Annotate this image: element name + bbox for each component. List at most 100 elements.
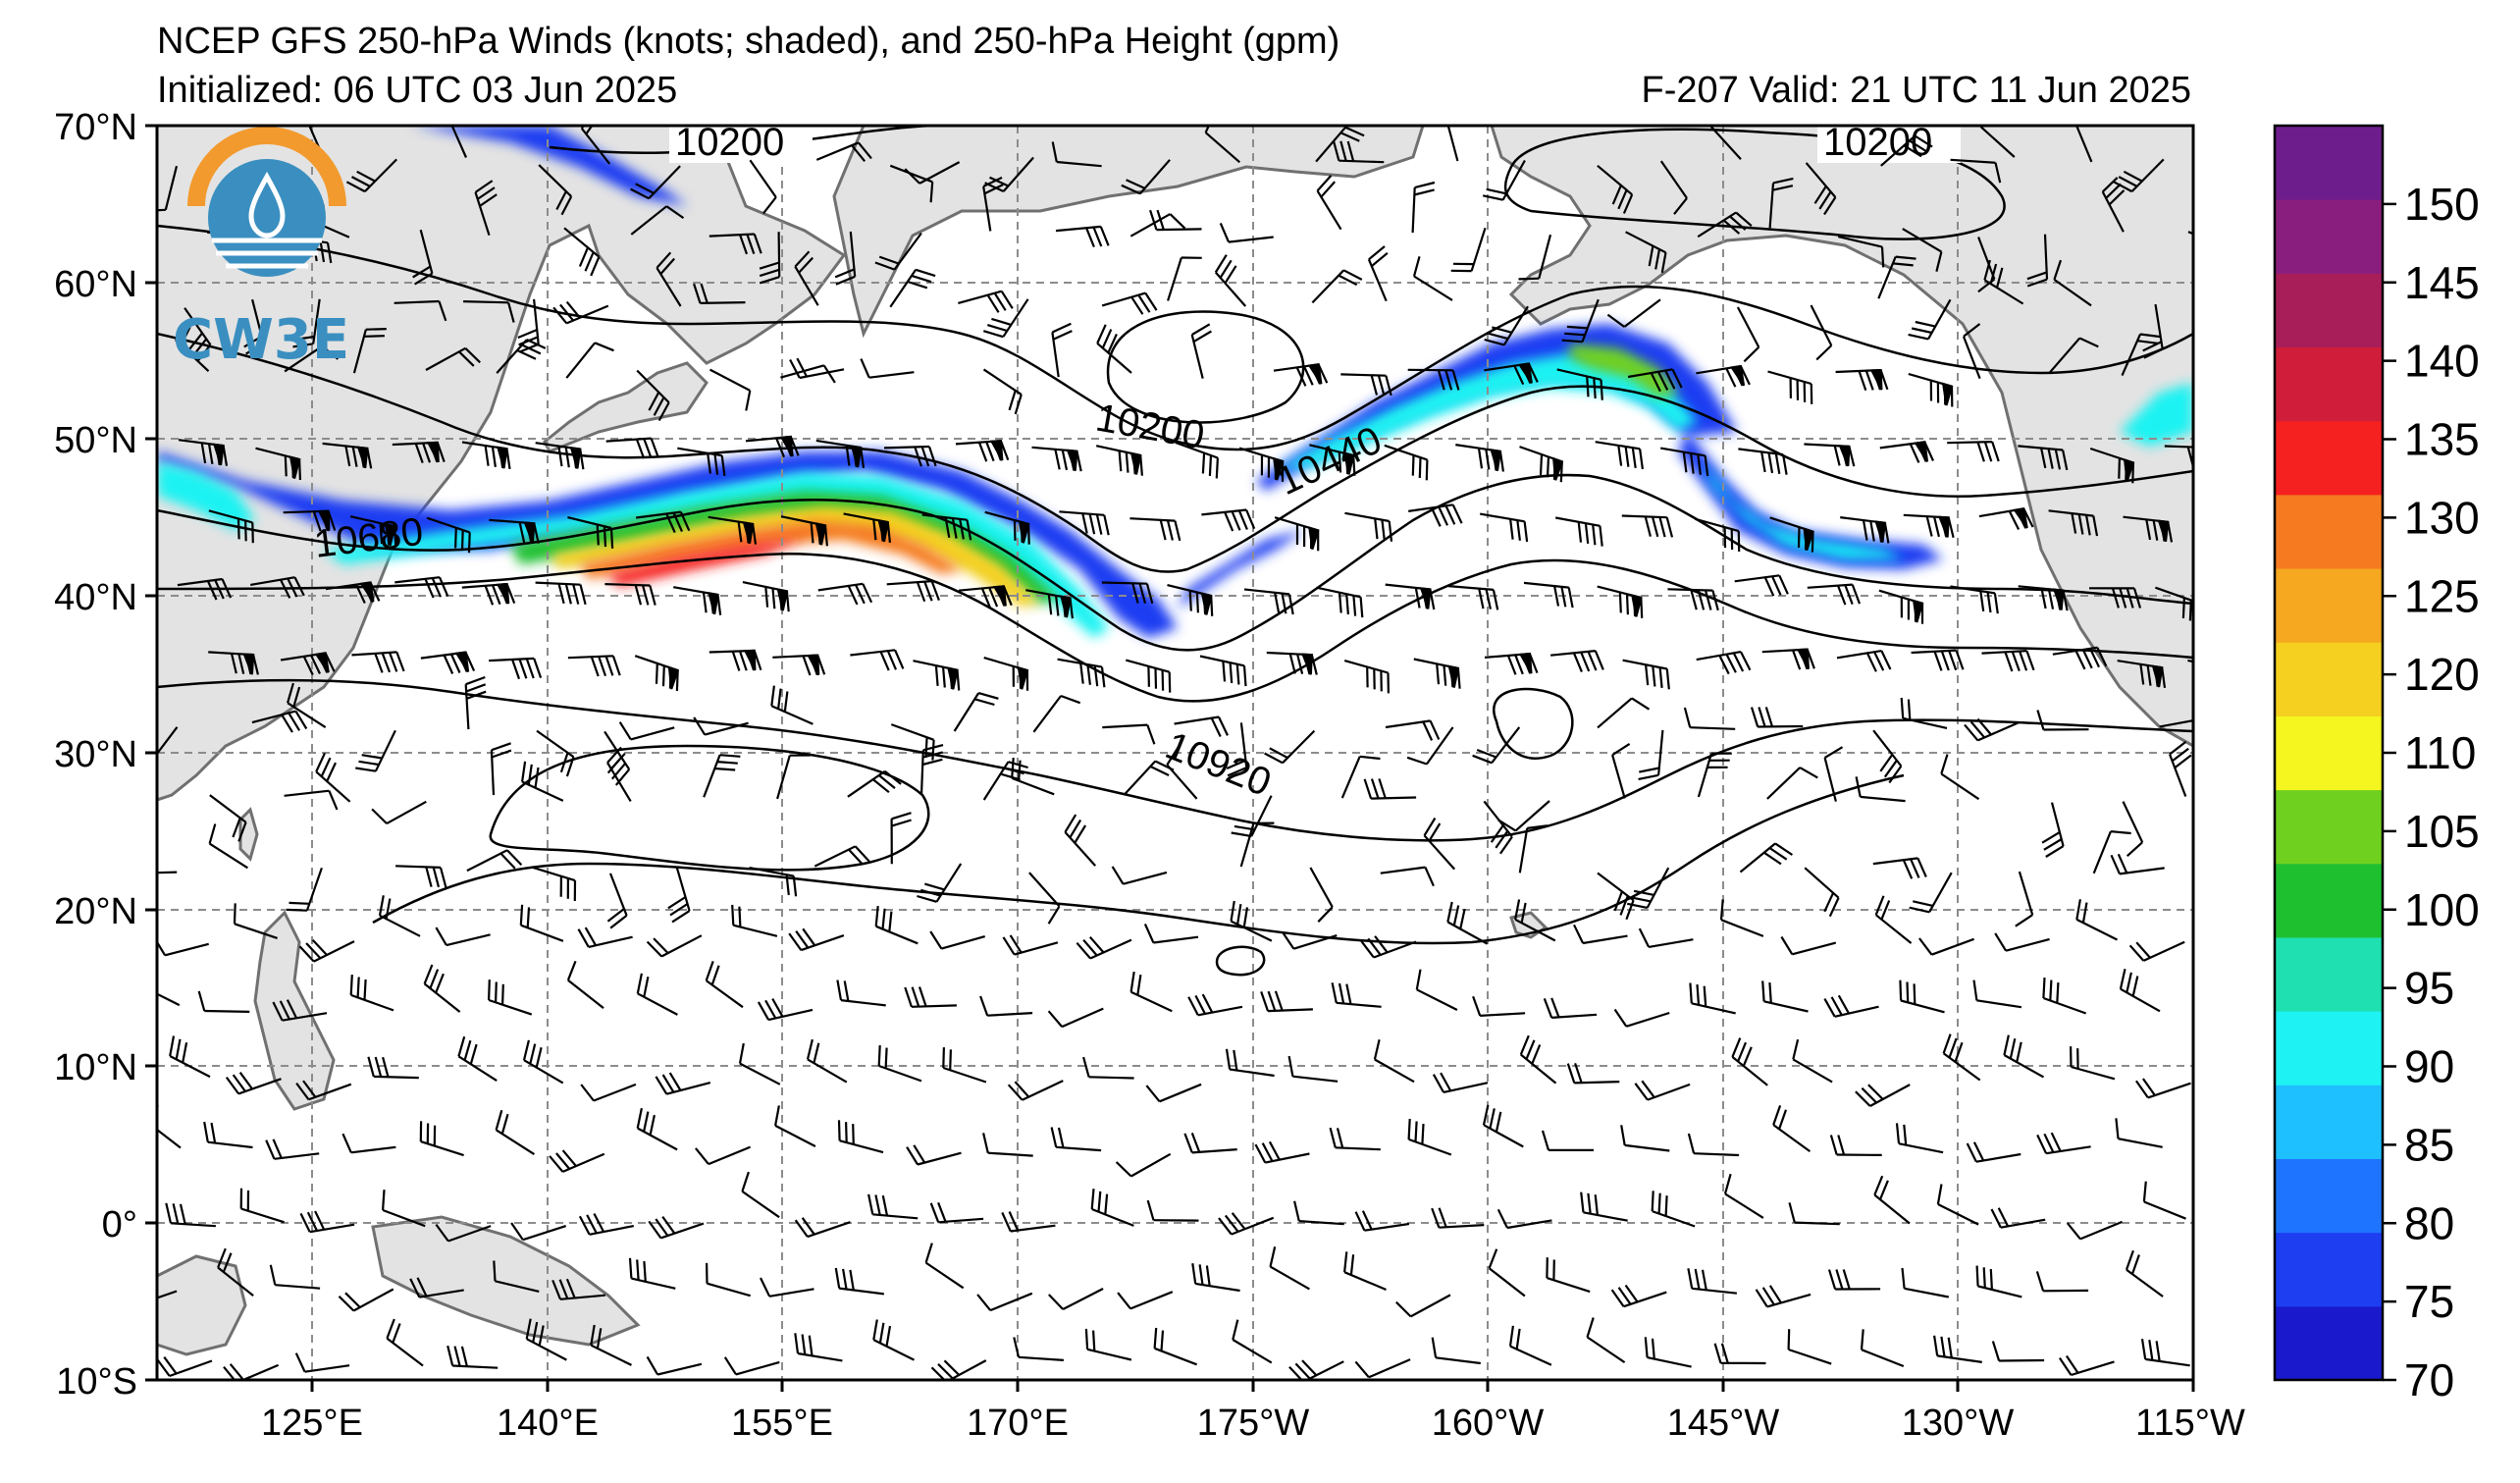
wind-barb: [420, 651, 476, 674]
wind-barb-feather: [1836, 585, 1847, 606]
wind-barb-shaft: [1002, 156, 1034, 192]
wind-barb-shaft: [704, 721, 749, 736]
wind-barb-feather: [358, 760, 380, 767]
wind-barb-shaft: [1447, 585, 1494, 591]
wind-barb-shaft: [1364, 1222, 1410, 1232]
wind-barb: [1687, 1268, 1738, 1295]
wind-barb: [1555, 516, 1603, 547]
wind-barb: [157, 165, 179, 212]
wind-barb: [1101, 291, 1158, 315]
wind-barb-feather: [2026, 278, 2048, 288]
wind-barb-feather: [1742, 1046, 1753, 1067]
wind-barb-feather: [1490, 824, 1504, 843]
wind-barb-shaft: [287, 702, 327, 729]
wind-barb-feather: [206, 580, 218, 601]
wind-barb-feather: [1332, 140, 1340, 161]
wind-barb-feather: [2110, 830, 2131, 835]
colorbar-segment: [2275, 1158, 2383, 1234]
wind-barb-shaft: [2049, 337, 2081, 373]
wind-barb-feather: [1201, 993, 1214, 1014]
wind-barb: [1872, 857, 1927, 879]
wind-barb-feather: [649, 585, 656, 606]
wind-barb-feather: [286, 908, 307, 912]
wind-barb-shaft: [707, 1282, 751, 1298]
wind-barb-feather: [491, 742, 511, 752]
wind-barb-feather: [294, 711, 308, 730]
wind-barb: [984, 510, 1030, 545]
wind-barb-shaft: [942, 1066, 987, 1084]
wind-barb-feather: [1673, 197, 1688, 215]
wind-barb-feather: [2089, 648, 2100, 668]
wind-barb-feather: [534, 767, 540, 788]
wind-barb-shaft: [817, 582, 864, 592]
wind-barb-feather: [1792, 1038, 1800, 1060]
wind-barb-feather: [292, 686, 301, 708]
wind-barb-feather: [2118, 176, 2138, 187]
wind-barb-shaft: [308, 1083, 352, 1101]
lat-tick-label: 40°N: [54, 577, 137, 618]
wind-barb: [958, 290, 1014, 313]
colorbar-segment: [2275, 642, 2383, 716]
wind-barb-feather: [1763, 576, 1775, 597]
logo-cw3e: CW3E: [173, 127, 349, 372]
wind-barb-feather: [2036, 1134, 2048, 1154]
wind-barb-feather: [848, 848, 865, 866]
wind-barb-feather: [888, 911, 893, 932]
wind-barb-shaft: [1166, 764, 1198, 800]
wind-barb: [1115, 1152, 1172, 1178]
wind-barb-feather: [1440, 1072, 1452, 1091]
wind-barb-shaft: [1860, 795, 1906, 803]
wind-barb: [250, 576, 305, 599]
wind-barb-feather: [934, 665, 939, 686]
wind-barb-feather: [1645, 664, 1650, 686]
wind-barb-shaft: [1627, 368, 1673, 379]
wind-barb-feather: [1000, 772, 1021, 781]
wind-barb-feather: [2197, 719, 2207, 738]
wind-barb: [636, 1107, 678, 1151]
wind-barb-feather: [1976, 717, 1992, 736]
wind-barb: [1238, 447, 1285, 482]
wind-barb-feather: [2081, 902, 2088, 924]
wind-barb: [2018, 445, 2069, 471]
wind-barb-shaft: [1648, 938, 1694, 948]
wind-barb-shaft: [1657, 729, 1664, 775]
wind-barb-feather: [671, 910, 691, 924]
lat-tick-label: 10°S: [56, 1361, 137, 1403]
wind-barb-shaft: [274, 1152, 320, 1160]
wind-barb-shaft: [1597, 697, 1633, 729]
wind-barb-feather: [287, 577, 298, 598]
map-title: NCEP GFS 250-hPa Winds (knots; shaded), …: [157, 21, 1340, 62]
wind-barb-feather: [2015, 914, 2033, 927]
wind-barb-feather: [1755, 1289, 1768, 1307]
wind-barb-feather: [855, 584, 866, 605]
wind-barb-feather: [929, 930, 943, 950]
wind-barb-feather: [923, 882, 945, 891]
wind-barb: [493, 1260, 540, 1293]
wind-barb-feather: [2181, 598, 2185, 618]
wind-barb-shaft: [767, 1008, 814, 1022]
wind-barb-feather: [356, 977, 360, 998]
wind-barb-feather: [594, 342, 614, 352]
wind-barb-shaft: [2043, 234, 2049, 280]
wind-barb-shaft: [1407, 368, 1453, 372]
wind-barb-feather: [891, 819, 912, 827]
wind-barb: [578, 1212, 635, 1236]
wind-barb-shaft: [452, 1364, 499, 1369]
wind-barb-feather: [1088, 935, 1105, 954]
wind-barb-feather: [423, 964, 434, 984]
wind-barb-feather: [2204, 718, 2214, 737]
wind-barb-feather: [355, 767, 377, 772]
wind-barb-feather: [913, 1144, 926, 1164]
wind-barb-shaft: [656, 267, 682, 307]
wind-barb-shaft: [1937, 1354, 1982, 1363]
wind-barb-feather: [425, 867, 433, 887]
wind-barb-feather: [951, 517, 958, 539]
wind-barb-feather: [269, 1264, 277, 1286]
wind-barb-feather: [1174, 520, 1181, 542]
wind-barb-feather: [214, 579, 225, 600]
wind-barb-feather: [551, 1279, 562, 1300]
wind-barb-feather: [163, 1356, 178, 1375]
wind-barb: [265, 1139, 320, 1160]
wind-barb-feather: [1210, 717, 1222, 737]
wind-barb-shaft: [1950, 158, 1996, 164]
